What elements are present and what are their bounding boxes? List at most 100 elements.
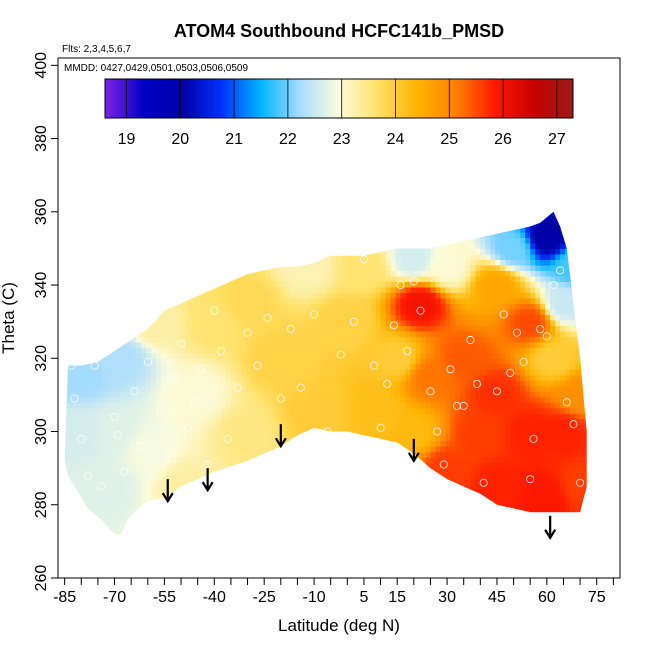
heat-cell [186,501,192,508]
heat-cell [335,462,342,469]
heat-cell [131,275,137,282]
heat-cell [305,501,312,508]
heat-cell [410,264,417,271]
heat-cell [311,204,317,210]
heat-cell [176,446,182,453]
heat-cell [260,391,267,398]
heat-cell [410,517,417,524]
heat-cell [295,424,302,431]
heat-cell [415,369,422,376]
heat-cell [126,479,132,486]
heat-cell [111,220,117,228]
heat-cell [146,551,152,557]
heat-cell [96,446,102,453]
heat-cell [141,490,147,497]
heat-cell [86,528,92,535]
heat-cell [101,402,107,409]
heat-cell [445,523,451,530]
heat-cell [255,534,262,535]
heat-cell [305,457,312,464]
heat-cell [340,286,347,293]
heat-cell [171,242,177,250]
heat-cell [355,462,362,469]
heat-cell [250,534,257,535]
heat-cell [101,506,107,513]
heat-cell [435,523,442,530]
heat-cell [410,490,417,497]
heat-cell [235,336,242,343]
heat-cell [390,325,397,332]
heat-cell [290,352,297,359]
heat-cell [370,413,377,420]
heat-cell [121,407,127,414]
heat-cell [186,303,192,310]
heat-cell [315,336,322,343]
heat-cell [260,369,267,376]
heat-cell [141,281,147,288]
heat-cell [305,253,312,261]
heat-cell [375,506,382,513]
heat-cell [240,440,247,447]
heat-cell [210,347,217,354]
heat-cell [305,325,312,332]
heat-cell [365,528,372,535]
heat-cell [336,540,342,546]
heat-cell [186,479,192,486]
heat-cell [415,211,422,217]
heat-cell [320,248,327,255]
heat-cell [230,462,237,469]
heat-cell [405,231,412,239]
heat-cell [405,385,412,392]
heat-cell [96,242,102,250]
heat-cell [96,259,102,266]
heat-cell [111,303,117,310]
heat-cell [325,385,332,392]
heat-cell [176,314,182,321]
heat-cell [270,341,277,348]
heat-cell [415,396,422,403]
heat-cell [280,391,287,398]
heat-cell [141,506,147,513]
heat-cell [375,413,382,420]
heat-cell [365,396,372,403]
heat-cell [415,231,422,239]
heat-cell [335,429,342,436]
heat-cell [325,391,332,398]
heat-cell [86,484,92,491]
heat-cell [141,292,147,299]
heat-cell [126,551,132,557]
heat-cell [291,545,297,551]
heat-cell [186,418,192,425]
heat-cell [315,275,322,282]
heat-cell [415,226,422,233]
heat-cell [435,473,442,480]
heat-cell [131,451,137,458]
heat-cell [101,363,107,370]
heat-cell [166,517,172,524]
heat-cell [390,363,397,370]
heat-cell [76,451,82,458]
heat-cell [415,512,422,519]
heat-cell [295,292,302,299]
heat-cell [116,545,122,551]
heat-cell [275,413,282,420]
heat-cell [86,418,92,425]
heat-cell [131,325,137,332]
heat-cell [390,523,397,530]
heat-cell [420,281,427,288]
heat-cell [121,468,127,475]
heat-cell [176,506,182,513]
heat-cell [415,215,422,222]
heat-cell [380,424,387,431]
heat-cell [141,347,147,354]
heat-cell [430,204,436,210]
heat-cell [126,347,132,354]
heat-cell [300,297,307,304]
heat-cell [176,528,182,535]
heat-cell [210,506,217,513]
heat-cell [196,336,202,343]
heat-cell [385,319,392,326]
heat-cell [260,468,267,475]
heat-cell [435,303,442,310]
heat-cell [285,325,292,332]
